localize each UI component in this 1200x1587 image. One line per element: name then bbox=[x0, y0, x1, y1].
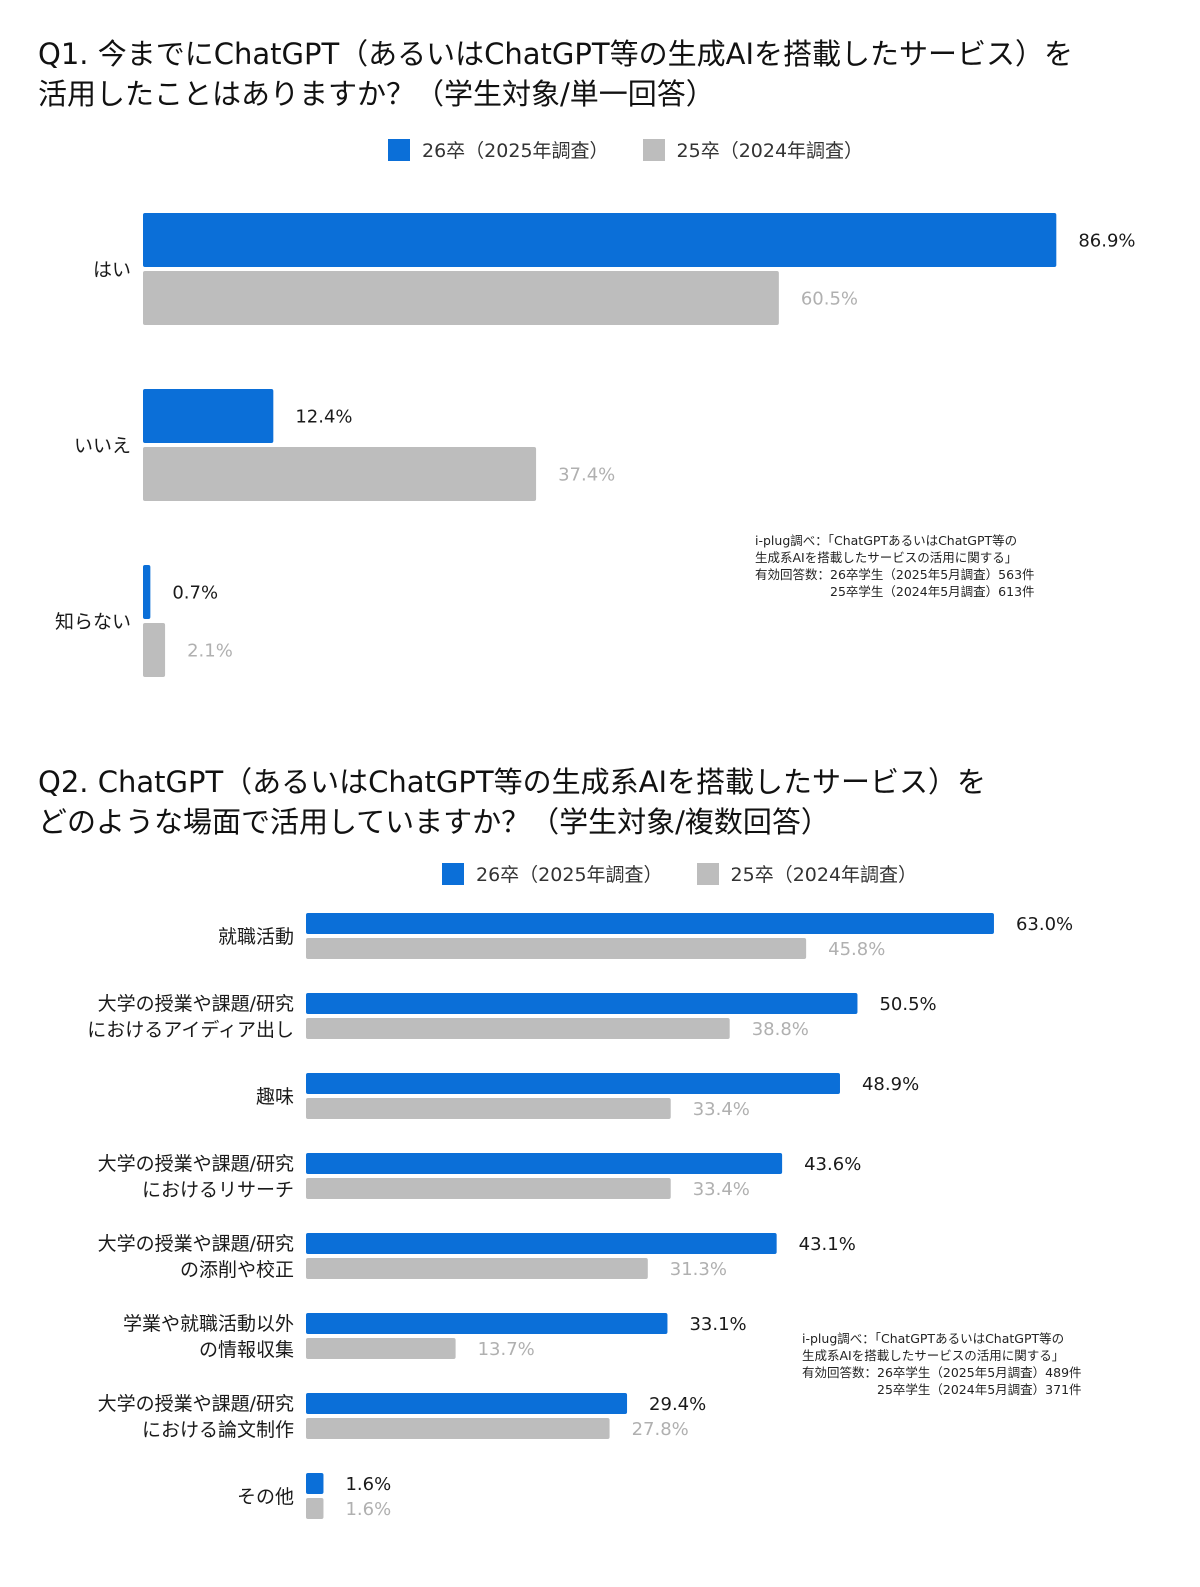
category-label-line: 知らない bbox=[55, 611, 131, 633]
bar-2025-7 bbox=[306, 1473, 324, 1494]
bar-2024-2 bbox=[306, 1098, 671, 1119]
value-label-2025-0: 63.0% bbox=[1016, 914, 1073, 935]
value-label-2024-5: 13.7% bbox=[478, 1339, 535, 1360]
category-label-line: におけるアイディア出し bbox=[87, 1019, 294, 1041]
value-label-2025-0: 86.9% bbox=[1078, 230, 1135, 251]
value-label-2025-2: 0.7% bbox=[172, 582, 218, 603]
category-label-line: 大学の授業や課題/研究 bbox=[98, 1393, 294, 1415]
value-label-2025-2: 48.9% bbox=[862, 1074, 919, 1095]
category-label-line: 大学の授業や課題/研究 bbox=[98, 993, 294, 1015]
bar-2024-6 bbox=[306, 1418, 610, 1439]
q1-legend-swatch-2025 bbox=[388, 138, 410, 161]
value-label-2024-6: 27.8% bbox=[632, 1419, 689, 1440]
category-label: 就職活動 bbox=[218, 926, 294, 948]
category-label: 大学の授業や課題/研究におけるリサーチ bbox=[98, 1153, 294, 1201]
bar-2024-4 bbox=[306, 1258, 648, 1279]
category-label-line: におけるリサーチ bbox=[142, 1179, 294, 1201]
value-label-2024-1: 37.4% bbox=[558, 464, 615, 485]
bar-2025-0 bbox=[306, 913, 994, 934]
category-label: いいえ bbox=[74, 435, 131, 457]
q2-group-6: 大学の授業や課題/研究における論文制作 29.4% 27.8% bbox=[98, 1393, 707, 1441]
bar-2025-6 bbox=[306, 1393, 628, 1414]
category-label-line: 趣味 bbox=[256, 1086, 294, 1108]
bar-2025-0 bbox=[143, 213, 1057, 267]
q1-group-0: はい 86.9% 60.5% bbox=[93, 213, 1136, 325]
value-label-2025-4: 43.1% bbox=[799, 1234, 856, 1255]
category-label: 大学の授業や課題/研究におけるアイディア出し bbox=[87, 993, 294, 1041]
value-label-2024-4: 31.3% bbox=[670, 1259, 727, 1280]
q1-legend-label-2025: 26卒（2025年調査） bbox=[422, 140, 609, 162]
category-label-line: の添削や校正 bbox=[180, 1259, 294, 1281]
q2-bar-chart: 就職活動63.0%45.8%大学の授業や課題/研究におけるアイディア出し50.5… bbox=[87, 913, 1073, 1520]
q1-group-2: 知らない 0.7% 2.1% bbox=[55, 565, 233, 677]
category-label: はい bbox=[93, 259, 131, 281]
bar-2024-1 bbox=[306, 1018, 730, 1039]
bar-2024-3 bbox=[306, 1178, 671, 1199]
q2-group-0: 就職活動 63.0% 45.8% bbox=[218, 913, 1073, 960]
category-label: その他 bbox=[237, 1486, 294, 1508]
category-label-line: いいえ bbox=[74, 435, 131, 457]
q2-source-note: i-plug調べ：「ChatGPTあるいはChatGPT等の 生成系AIを搭載し… bbox=[802, 1331, 1082, 1397]
q1-bar-chart: はい 86.9% 60.5% いいえ 12.4% 37.4% 知らない 0.7% 2.1% bbox=[55, 213, 1136, 677]
value-label-2025-3: 43.6% bbox=[804, 1154, 861, 1175]
category-label-line: 大学の授業や課題/研究 bbox=[98, 1233, 294, 1255]
q2-group-7: その他 1.6% 1.6% bbox=[237, 1473, 391, 1520]
q1-legend-label-2024: 25卒（2024年調査） bbox=[676, 140, 864, 162]
bar-2025-5 bbox=[306, 1313, 668, 1334]
bar-2025-2 bbox=[143, 565, 151, 619]
bar-2024-0 bbox=[143, 271, 779, 325]
category-label-line: 就職活動 bbox=[218, 926, 294, 948]
q2-legend-label-2025: 26卒（2025年調査） bbox=[476, 864, 663, 886]
bar-2025-3 bbox=[306, 1153, 783, 1174]
q1-source-note: i-plug調べ：「ChatGPTあるいはChatGPT等の 生成系AIを搭載し… bbox=[755, 533, 1035, 599]
q2-legend-swatch-2024 bbox=[696, 862, 719, 885]
category-label-line: の情報収集 bbox=[199, 1339, 294, 1361]
category-label-line: 大学の授業や課題/研究 bbox=[98, 1153, 294, 1175]
value-label-2024-7: 1.6% bbox=[345, 1499, 391, 1520]
q1-legend: 26卒（2025年調査） 25卒（2024年調査） bbox=[388, 136, 897, 163]
bar-2025-4 bbox=[306, 1233, 777, 1254]
value-label-2025-1: 50.5% bbox=[879, 994, 936, 1015]
q2-group-1: 大学の授業や課題/研究におけるアイディア出し 50.5% 38.8% bbox=[87, 993, 936, 1041]
category-label-line: はい bbox=[93, 259, 131, 281]
value-label-2025-1: 12.4% bbox=[295, 406, 352, 427]
q2-group-2: 趣味 48.9% 33.4% bbox=[256, 1073, 919, 1120]
bar-2024-5 bbox=[306, 1338, 456, 1359]
value-label-2025-7: 1.6% bbox=[345, 1474, 391, 1495]
bar-2025-2 bbox=[306, 1073, 840, 1094]
value-label-2024-0: 45.8% bbox=[828, 939, 885, 960]
q2-legend-swatch-2025 bbox=[442, 862, 464, 885]
category-label-line: 学業や就職活動以外 bbox=[123, 1313, 294, 1335]
value-label-2024-2: 33.4% bbox=[693, 1099, 750, 1120]
category-label: 大学の授業や課題/研究の添削や校正 bbox=[98, 1233, 294, 1281]
q1-legend-swatch-2024 bbox=[642, 138, 665, 161]
category-label: 大学の授業や課題/研究における論文制作 bbox=[98, 1393, 294, 1441]
q2-legend: 26卒（2025年調査） 25卒（2024年調査） bbox=[442, 860, 951, 887]
category-label: 学業や就職活動以外の情報収集 bbox=[123, 1313, 294, 1361]
value-label-2025-5: 33.1% bbox=[689, 1314, 746, 1335]
category-label: 知らない bbox=[55, 611, 131, 633]
value-label-2024-1: 38.8% bbox=[752, 1019, 809, 1040]
category-label-line: における論文制作 bbox=[142, 1419, 294, 1441]
q1-group-1: いいえ 12.4% 37.4% bbox=[74, 389, 615, 501]
q2-chart-title: Q2. ChatGPT（あるいはChatGPT等の生成系AIを搭載したサービス）… bbox=[38, 765, 986, 839]
category-label-line: その他 bbox=[237, 1486, 294, 1508]
q2-legend-label-2024: 25卒（2024年調査） bbox=[730, 864, 918, 886]
q2-group-5: 学業や就職活動以外の情報収集 33.1% 13.7% bbox=[123, 1313, 747, 1361]
value-label-2024-2: 2.1% bbox=[187, 640, 233, 661]
value-label-2024-3: 33.4% bbox=[693, 1179, 750, 1200]
bar-2024-0 bbox=[306, 938, 807, 959]
bar-2025-1 bbox=[306, 993, 858, 1014]
category-label: 趣味 bbox=[256, 1086, 294, 1108]
value-label-2025-6: 29.4% bbox=[649, 1394, 706, 1415]
q1-chart-title: Q1. 今までにChatGPT（あるいはChatGPT等の生成AIを搭載したサー… bbox=[38, 37, 1073, 111]
value-label-2024-0: 60.5% bbox=[801, 288, 858, 309]
q2-group-4: 大学の授業や課題/研究の添削や校正 43.1% 31.3% bbox=[98, 1233, 856, 1281]
bar-2024-1 bbox=[143, 447, 537, 501]
bar-2024-7 bbox=[306, 1498, 324, 1519]
bar-2024-2 bbox=[143, 623, 166, 677]
q2-group-3: 大学の授業や課題/研究におけるリサーチ 43.6% 33.4% bbox=[98, 1153, 862, 1201]
bar-2025-1 bbox=[143, 389, 274, 443]
